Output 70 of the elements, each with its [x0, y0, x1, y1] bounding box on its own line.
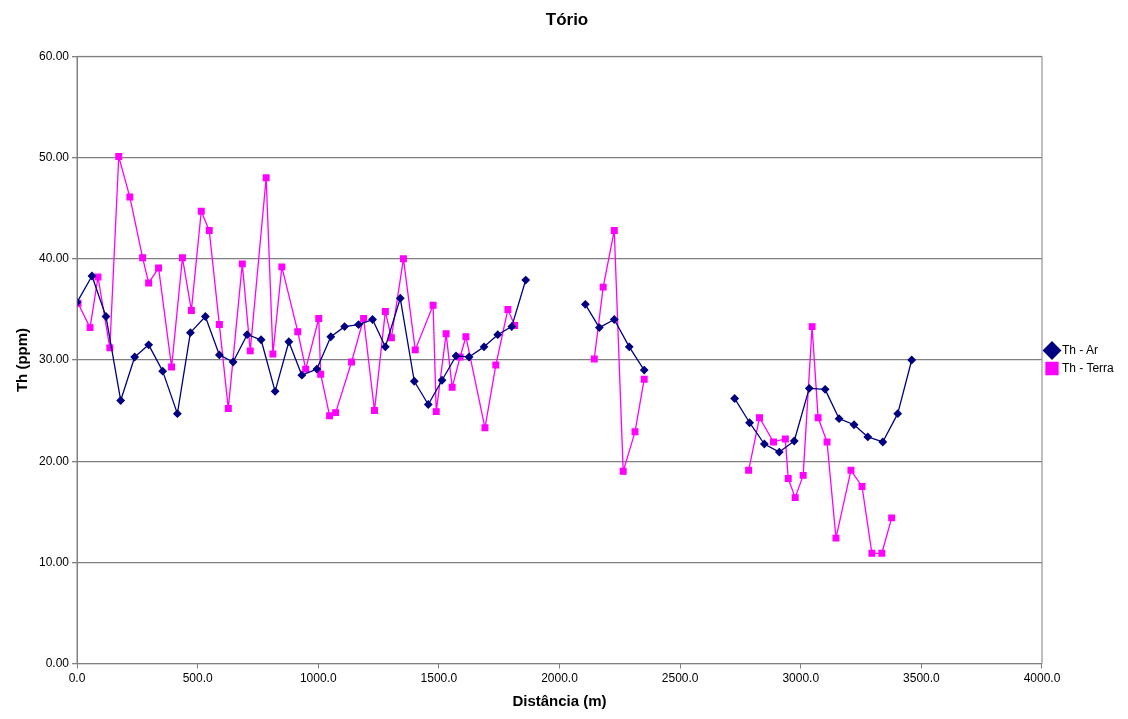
- point: [581, 300, 590, 309]
- point: [116, 396, 125, 405]
- point: [745, 418, 754, 427]
- point: [186, 328, 195, 337]
- point: [464, 352, 474, 362]
- x-tick-label: 1500.0: [420, 671, 458, 686]
- point: [907, 355, 916, 365]
- point: [507, 322, 516, 331]
- point: [730, 394, 739, 403]
- y-tick-label: 20.00: [39, 453, 70, 468]
- point: [87, 271, 97, 281]
- x-tick-label: 2000.0: [541, 671, 579, 686]
- point: [158, 366, 167, 376]
- point: [775, 447, 784, 457]
- x-tick-label: 0.0: [68, 671, 86, 686]
- x-axis-title: Distância (m): [512, 692, 607, 710]
- point: [340, 322, 349, 331]
- y-tick-label: 40.00: [39, 251, 70, 266]
- point: [368, 315, 377, 324]
- point: [625, 342, 634, 351]
- point: [312, 364, 321, 374]
- point: [451, 351, 461, 361]
- point: [173, 409, 182, 418]
- point: [410, 377, 419, 386]
- point: [354, 320, 363, 329]
- point: [790, 436, 799, 446]
- point: [863, 432, 872, 442]
- point: [242, 330, 252, 339]
- y-tick-label: 0.00: [45, 655, 70, 670]
- point: [521, 275, 530, 285]
- point: [326, 332, 335, 341]
- chart-title: Tório: [545, 9, 589, 29]
- y-tick-label: 60.00: [39, 48, 70, 63]
- point: [595, 323, 604, 332]
- y-tick-label: 10.00: [39, 554, 70, 569]
- point: [640, 365, 649, 375]
- point: [760, 439, 769, 449]
- point: [130, 352, 139, 362]
- x-tick-label: 1000.0: [299, 671, 337, 686]
- point: [893, 409, 902, 418]
- point: [424, 400, 433, 409]
- y-tick-label: 50.00: [39, 149, 70, 164]
- x-tick-label: 3500.0: [903, 671, 941, 686]
- point: [215, 350, 224, 360]
- y-axis-title: Th (ppm): [13, 327, 31, 393]
- point: [270, 387, 280, 396]
- point: [437, 376, 447, 385]
- point: [256, 335, 266, 344]
- point: [284, 337, 293, 346]
- point: [805, 384, 814, 393]
- point: [479, 342, 489, 351]
- legend-label: Th - Ar: [1061, 342, 1099, 357]
- point: [144, 340, 153, 349]
- point: [493, 330, 502, 339]
- point: [381, 342, 390, 351]
- point: [820, 385, 830, 394]
- point: [297, 371, 307, 380]
- x-tick-label: 2500.0: [661, 671, 699, 686]
- point: [878, 437, 887, 447]
- point: [396, 294, 405, 303]
- x-tick-label: 3000.0: [782, 671, 820, 686]
- point: [610, 315, 619, 324]
- point: [849, 420, 859, 429]
- x-tick-label: 4000.0: [1023, 671, 1061, 686]
- point: [834, 414, 844, 423]
- y-tick-label: 30.00: [39, 352, 70, 367]
- point: [228, 357, 238, 367]
- point: [201, 312, 210, 321]
- x-tick-label: 500.0: [182, 671, 213, 686]
- legend-label: Th - Terra: [1061, 360, 1115, 375]
